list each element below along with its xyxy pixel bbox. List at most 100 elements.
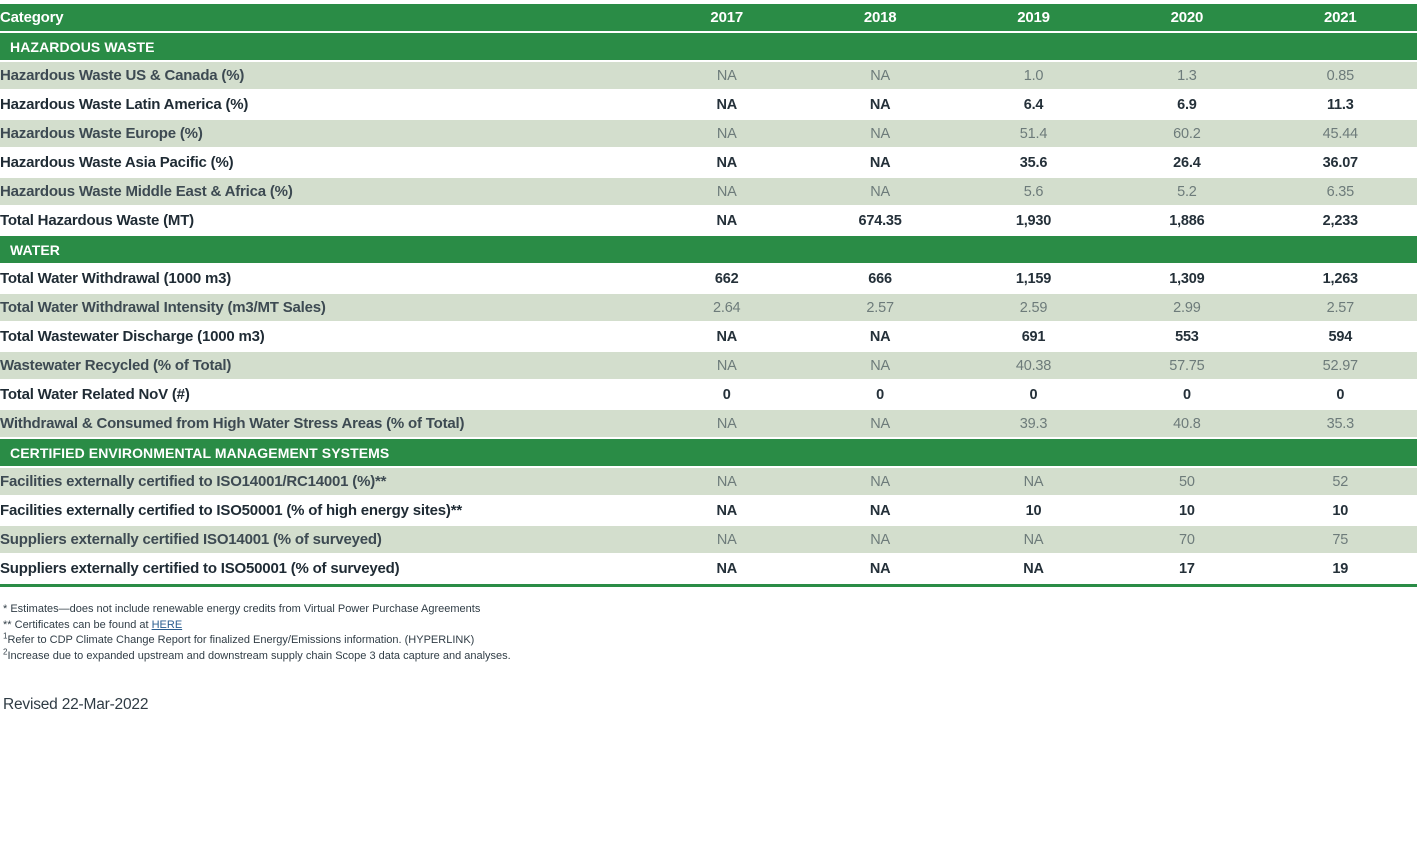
value-cell: NA: [650, 120, 804, 147]
value-cell: 75: [1263, 526, 1417, 553]
certificates-here-link[interactable]: HERE: [151, 618, 183, 631]
value-cell: 10: [1110, 497, 1264, 524]
row-label: Hazardous Waste Europe (%): [0, 120, 651, 147]
row-label: Hazardous Waste Latin America (%): [0, 91, 651, 118]
value-cell: NA: [650, 410, 804, 437]
value-cell: 553: [1110, 323, 1264, 350]
year-column-header-2021: 2021: [1263, 4, 1417, 31]
footnote-text: Increase due to expanded upstream and do…: [7, 649, 511, 662]
value-cell: NA: [650, 62, 804, 89]
value-cell: NA: [650, 323, 804, 350]
value-cell: 52.97: [1263, 352, 1417, 379]
value-cell: NA: [803, 526, 957, 553]
value-cell: 6.4: [956, 91, 1111, 118]
value-cell: NA: [956, 555, 1111, 582]
footnote-line: ** Certificates can be found at HERE: [3, 618, 1417, 634]
value-cell: 1,309: [1110, 265, 1264, 292]
value-cell: 5.2: [1110, 178, 1264, 205]
table-row: Total Water Withdrawal Intensity (m3/MT …: [0, 294, 1417, 321]
row-label: Facilities externally certified to ISO50…: [0, 497, 651, 524]
value-cell: 50: [1110, 468, 1264, 495]
footnote-line: 1Refer to CDP Climate Change Report for …: [3, 631, 1417, 649]
value-cell: 2.64: [650, 294, 804, 321]
row-label: Total Water Related NoV (#): [0, 381, 651, 408]
value-cell: NA: [803, 149, 957, 176]
year-column-header-2020: 2020: [1110, 4, 1264, 31]
esg-metrics-table: Category 2017 2018 2019 2020 2021 HAZARD…: [0, 2, 1417, 584]
value-cell: 0: [803, 381, 957, 408]
table-row: Suppliers externally certified to ISO500…: [0, 555, 1417, 582]
value-cell: NA: [650, 555, 804, 582]
footnote-marker: **: [3, 618, 12, 631]
row-label: Hazardous Waste US & Canada (%): [0, 62, 651, 89]
value-cell: NA: [650, 91, 804, 118]
value-cell: 2.57: [1263, 294, 1417, 321]
value-cell: NA: [803, 555, 957, 582]
value-cell: NA: [956, 526, 1111, 553]
table-row: Suppliers externally certified ISO14001 …: [0, 526, 1417, 553]
value-cell: NA: [650, 526, 804, 553]
footnote-marker: 2: [3, 646, 8, 656]
value-cell: NA: [803, 410, 957, 437]
year-column-header-2018: 2018: [803, 4, 957, 31]
value-cell: 6.9: [1110, 91, 1264, 118]
value-cell: 1,263: [1263, 265, 1417, 292]
footnote-marker: 1: [3, 631, 8, 641]
value-cell: 60.2: [1110, 120, 1264, 147]
year-column-header-2017: 2017: [650, 4, 804, 31]
value-cell: 19: [1263, 555, 1417, 582]
value-cell: 70: [1110, 526, 1264, 553]
value-cell: 2.57: [803, 294, 957, 321]
value-cell: 36.07: [1263, 149, 1417, 176]
value-cell: 1.0: [956, 62, 1111, 89]
value-cell: 40.8: [1110, 410, 1264, 437]
value-cell: NA: [650, 149, 804, 176]
table-row: Total Hazardous Waste (MT) NA 674.35 1,930 1…: [0, 207, 1417, 234]
value-cell: NA: [803, 120, 957, 147]
value-cell: 26.4: [1110, 149, 1264, 176]
value-cell: 1,159: [956, 265, 1111, 292]
value-cell: NA: [650, 352, 804, 379]
category-column-header: Category: [0, 4, 651, 31]
section-title: WATER: [0, 236, 1417, 263]
value-cell: 666: [803, 265, 957, 292]
row-label: Withdrawal & Consumed from High Water St…: [0, 410, 651, 437]
section-band-row: WATER: [0, 236, 1417, 263]
footnote-line: * Estimates—does not include renewable e…: [3, 602, 1417, 618]
value-cell: 1.3: [1110, 62, 1264, 89]
value-cell: NA: [650, 207, 804, 234]
value-cell: 2,233: [1263, 207, 1417, 234]
table-header-row: Category 2017 2018 2019 2020 2021: [0, 4, 1417, 31]
table-row: Hazardous Waste US & Canada (%) NA NA 1.0 1.…: [0, 62, 1417, 89]
value-cell: 2.59: [956, 294, 1111, 321]
value-cell: NA: [803, 352, 957, 379]
value-cell: 0: [1110, 381, 1264, 408]
value-cell: NA: [956, 468, 1111, 495]
row-label: Facilities externally certified to ISO14…: [0, 468, 651, 495]
revised-date-label: Revised 22-Mar-2022: [3, 696, 149, 713]
value-cell: NA: [803, 468, 957, 495]
row-label: Total Hazardous Waste (MT): [0, 207, 651, 234]
value-cell: 0: [956, 381, 1111, 408]
footnote-text: Certificates can be found at: [14, 618, 152, 631]
footnote-text: Estimates—does not include renewable ene…: [10, 603, 481, 615]
value-cell: 0: [1263, 381, 1417, 408]
value-cell: 11.3: [1263, 91, 1417, 118]
table-row: Wastewater Recycled (% of Total) NA NA 40.3…: [0, 352, 1417, 379]
table-row: Hazardous Waste Latin America (%) NA NA 6.4…: [0, 91, 1417, 118]
value-cell: 17: [1110, 555, 1264, 582]
table-row: Hazardous Waste Europe (%) NA NA 51.4 60.2 45…: [0, 120, 1417, 147]
table-row: Total Water Related NoV (#) 0 0 0 0 0: [0, 381, 1417, 408]
value-cell: NA: [803, 62, 957, 89]
value-cell: 5.6: [956, 178, 1111, 205]
table-row: Hazardous Waste Middle East & Africa (%)…: [0, 178, 1417, 205]
footnote-text: Refer to CDP Climate Change Report for f…: [7, 634, 475, 646]
value-cell: 39.3: [956, 410, 1111, 437]
value-cell: 1,886: [1110, 207, 1264, 234]
table-row: Withdrawal & Consumed from High Water St…: [0, 410, 1417, 437]
year-column-header-2019: 2019: [956, 4, 1111, 31]
value-cell: NA: [803, 178, 957, 205]
table-row: Hazardous Waste Asia Pacific (%) NA NA 35.6…: [0, 149, 1417, 176]
value-cell: 10: [1263, 497, 1417, 524]
value-cell: NA: [803, 497, 957, 524]
